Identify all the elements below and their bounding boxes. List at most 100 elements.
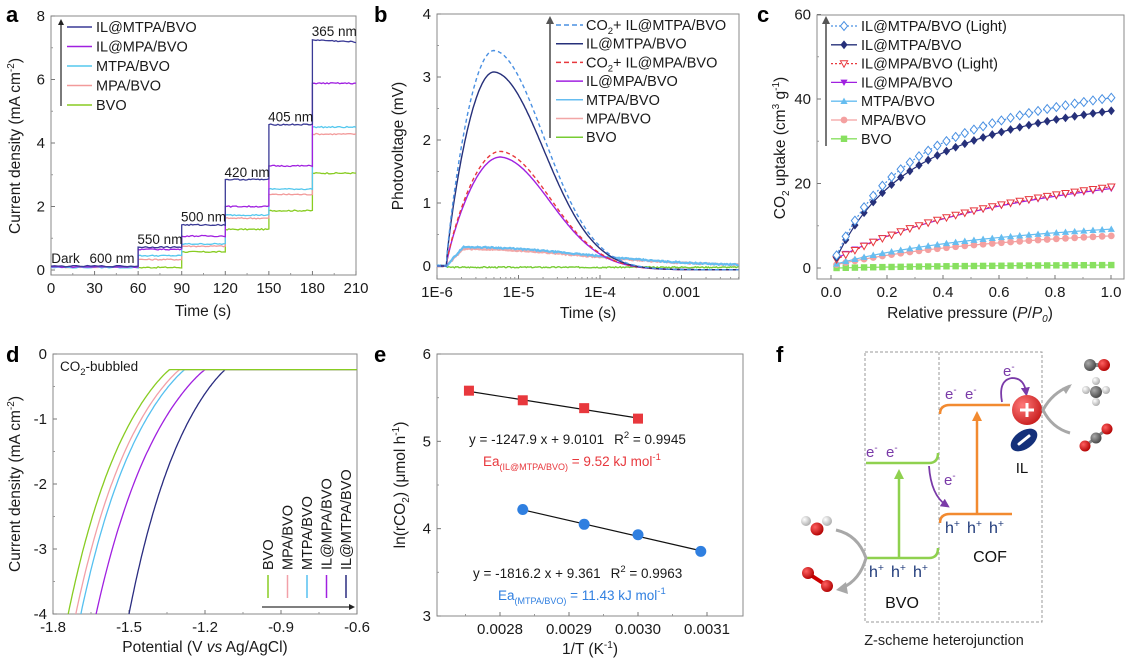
y-tick-label: 3 [423,608,431,625]
x-tick-label: -0.6 [344,619,370,636]
x-axis-title-a: Time (s) [175,303,231,320]
data-point [915,160,923,170]
hole-label-base: h [891,564,900,581]
fit-line [468,390,639,419]
data-point [1015,110,1024,121]
wavelength-label: 600 nm [89,251,134,266]
data-point [1088,185,1098,194]
data-point [1052,115,1060,124]
co2-bubbled-label: CO2-bubbled [60,359,138,378]
data-point [839,60,849,69]
series-line-mpa-bvo [50,132,357,269]
series-group-d [67,368,357,615]
cof-conduction-band [938,403,1010,415]
x-tick-label: 30 [86,280,103,297]
hole-label: h+ [989,519,1004,537]
series-line-il-mpa-bvo [95,368,357,615]
data-point [1025,231,1033,238]
legend-label: IL@MTPA/BVO [96,20,197,36]
data-point [951,131,960,143]
data-point [1043,116,1051,126]
x-tick-label: 90 [173,280,190,297]
data-point [897,172,905,182]
data-point [1006,125,1015,134]
data-point [632,529,644,541]
x-tick-label: 0.0028 [477,621,523,638]
data-point [869,251,877,258]
legend-label: IL@MPA/BVO [586,74,678,90]
data-point [906,244,914,252]
data-point [1025,262,1033,269]
data-point [868,190,878,201]
y-tick-label: 8 [37,8,45,25]
wavelength-label: 550 nm [137,232,182,247]
data-point [1025,120,1033,130]
data-point [897,246,905,253]
hole-label: h+ [913,563,928,581]
data-point [997,127,1006,137]
x-tick-label: 0.001 [663,284,701,301]
data-point [989,262,996,270]
data-point [859,242,869,251]
data-point [1108,261,1115,269]
hole-label-base: h [869,564,878,581]
legend-label: BVO [586,130,617,146]
data-point [1107,92,1116,103]
hole-label-base: h [945,520,954,537]
legend-d: BVO MPA/BVO MTPA/BVO IL@MPA/BVO IL@MTPA/BVO [261,469,355,610]
data-point [1061,100,1070,111]
x-axis-title-e: 1/T (K-1) [562,640,618,658]
electron-label-base: e [886,444,894,461]
data-point [1080,227,1088,234]
data-point [970,236,978,243]
y-tick-label: -1 [34,411,47,428]
data-point [850,246,860,255]
data-point [942,146,951,156]
data-point [1042,103,1052,115]
legend-label-part: CO [586,55,608,71]
y-tick-label: 0 [423,258,431,275]
data-point [924,155,932,165]
data-point [996,201,1006,210]
data-point [878,188,886,198]
data-point [1089,261,1097,269]
legend-label: MTPA/BVO [96,59,170,75]
data-point [961,242,969,250]
data-point [1034,118,1042,128]
data-point [695,545,707,557]
data-point [1098,107,1106,117]
data-point [1016,122,1024,132]
electron-label-sup: - [973,385,976,396]
data-point [1098,226,1106,233]
data-point [979,132,987,142]
data-point [905,225,915,234]
data-point [1080,110,1088,120]
data-point [942,214,951,223]
electron-label-base: e [945,386,953,403]
legend-label: MPA/BVO [586,112,651,128]
carrier-labels: e-e-e-e-e-e-h+ h+ h+h+ h+ h+ [866,362,1015,581]
data-point [934,263,941,270]
legend-a: IL@MTPA/BVO IL@MPA/BVO MTPA/BVO MPA/BVO BVO [58,19,197,114]
data-point [1089,226,1097,234]
legend-label: CO2+ IL@MTPA/BVO [586,18,726,37]
series-line-il-mtpa-bvo [50,39,357,268]
data-point [897,263,904,271]
y-tick-label: 3 [423,69,431,86]
legend-label: MPA/BVO [861,113,926,129]
data-point [1006,199,1016,208]
data-point [840,97,848,104]
wavelength-label: 405 nm [268,110,313,125]
z-scheme-electron-transfer-arrow [928,465,950,508]
data-point [970,262,978,270]
x-tick-label: 0.2 [877,284,898,301]
axis-ticks-a: 0 30 60 90 120 150 180 210 0 2 4 6 8 [37,8,369,297]
data-point [914,222,924,231]
x-tick-label: 0.6 [989,284,1010,301]
legend-label: CO2+ IL@MPA/BVO [586,55,717,74]
data-point [1025,237,1033,245]
diagram-caption: Z-scheme heterojunction [864,633,1024,649]
data-point [961,262,968,270]
x-tick-label: 150 [256,280,281,297]
